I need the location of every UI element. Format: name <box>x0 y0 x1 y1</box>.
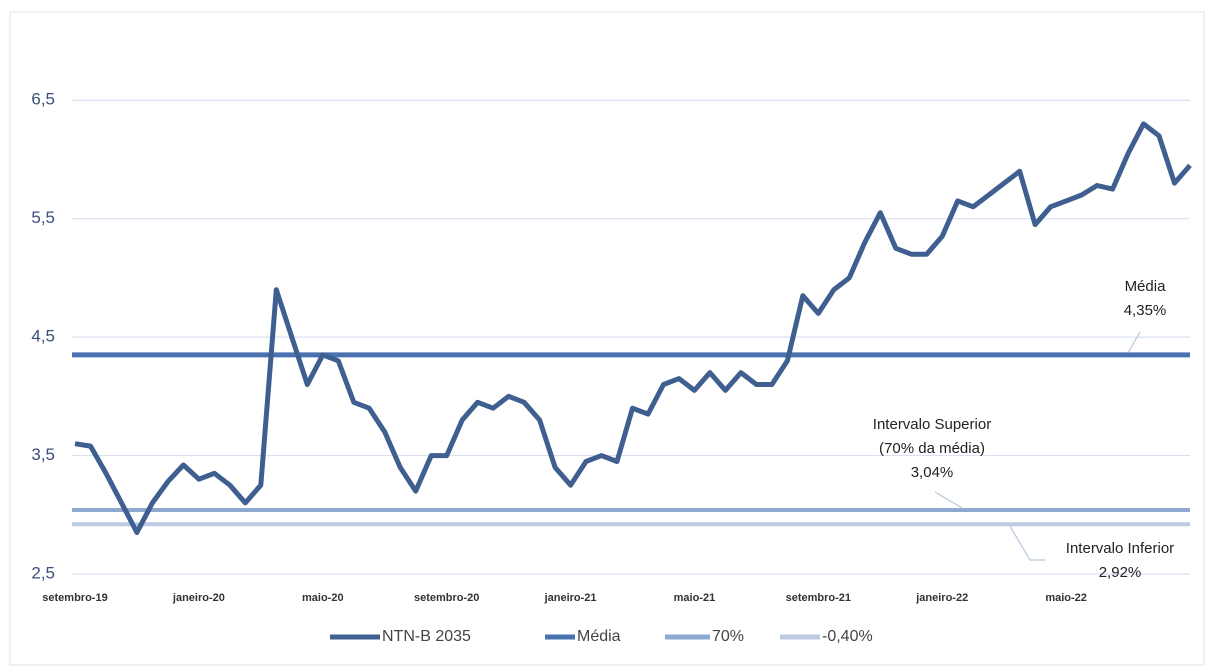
x-tick-label: maio-20 <box>302 592 344 604</box>
x-tick-label: janeiro-21 <box>544 592 597 604</box>
x-tick-label: setembro-21 <box>786 592 851 604</box>
x-tick-label: maio-21 <box>674 592 716 604</box>
annotation: Intervalo Superior <box>873 416 991 433</box>
y-tick-label: 3,5 <box>31 445 55 464</box>
annotation: 3,04% <box>911 464 954 481</box>
y-tick-label: 6,5 <box>31 90 55 109</box>
legend-label: NTN-B 2035 <box>382 628 471 645</box>
series-line <box>74 121 1192 535</box>
annotation: Intervalo Inferior <box>1066 540 1174 557</box>
chart-frame <box>9 11 1205 666</box>
annotation: (70% da média) <box>879 440 985 457</box>
x-tick-label: setembro-20 <box>414 592 479 604</box>
annotation: 4,35% <box>1124 302 1167 319</box>
y-tick-label: 4,5 <box>31 327 55 346</box>
annotation-leader <box>934 491 963 509</box>
legend-label: 70% <box>712 628 744 645</box>
x-tick-label: maio-22 <box>1045 592 1087 604</box>
legend-label: -0,40% <box>822 628 873 645</box>
legend-label: Média <box>577 628 621 645</box>
x-tick-label: janeiro-22 <box>915 592 968 604</box>
annotation: Média <box>1125 278 1167 295</box>
y-tick-label: 5,5 <box>31 208 55 227</box>
annotation-leader <box>1009 525 1045 561</box>
annotation-leader <box>1127 331 1141 354</box>
y-tick-label: 2,5 <box>31 563 55 582</box>
annotation: 2,92% <box>1099 564 1142 581</box>
x-tick-label: setembro-19 <box>42 592 107 604</box>
x-tick-label: janeiro-20 <box>172 592 225 604</box>
